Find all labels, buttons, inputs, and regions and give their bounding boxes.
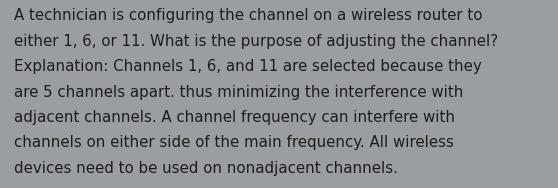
Text: either 1, 6, or 11. What is the purpose of adjusting the channel?: either 1, 6, or 11. What is the purpose … [14, 34, 498, 49]
Text: devices need to be used on nonadjacent channels.: devices need to be used on nonadjacent c… [14, 161, 398, 176]
Text: channels on either side of the main frequency. All wireless: channels on either side of the main freq… [14, 135, 454, 150]
Text: adjacent channels. A channel frequency can interfere with: adjacent channels. A channel frequency c… [14, 110, 455, 125]
Text: Explanation: Channels 1, 6, and 11 are selected because they: Explanation: Channels 1, 6, and 11 are s… [14, 59, 482, 74]
Text: A technician is configuring the channel on a wireless router to: A technician is configuring the channel … [14, 8, 483, 24]
Text: are 5 channels apart. thus minimizing the interference with: are 5 channels apart. thus minimizing th… [14, 85, 463, 100]
